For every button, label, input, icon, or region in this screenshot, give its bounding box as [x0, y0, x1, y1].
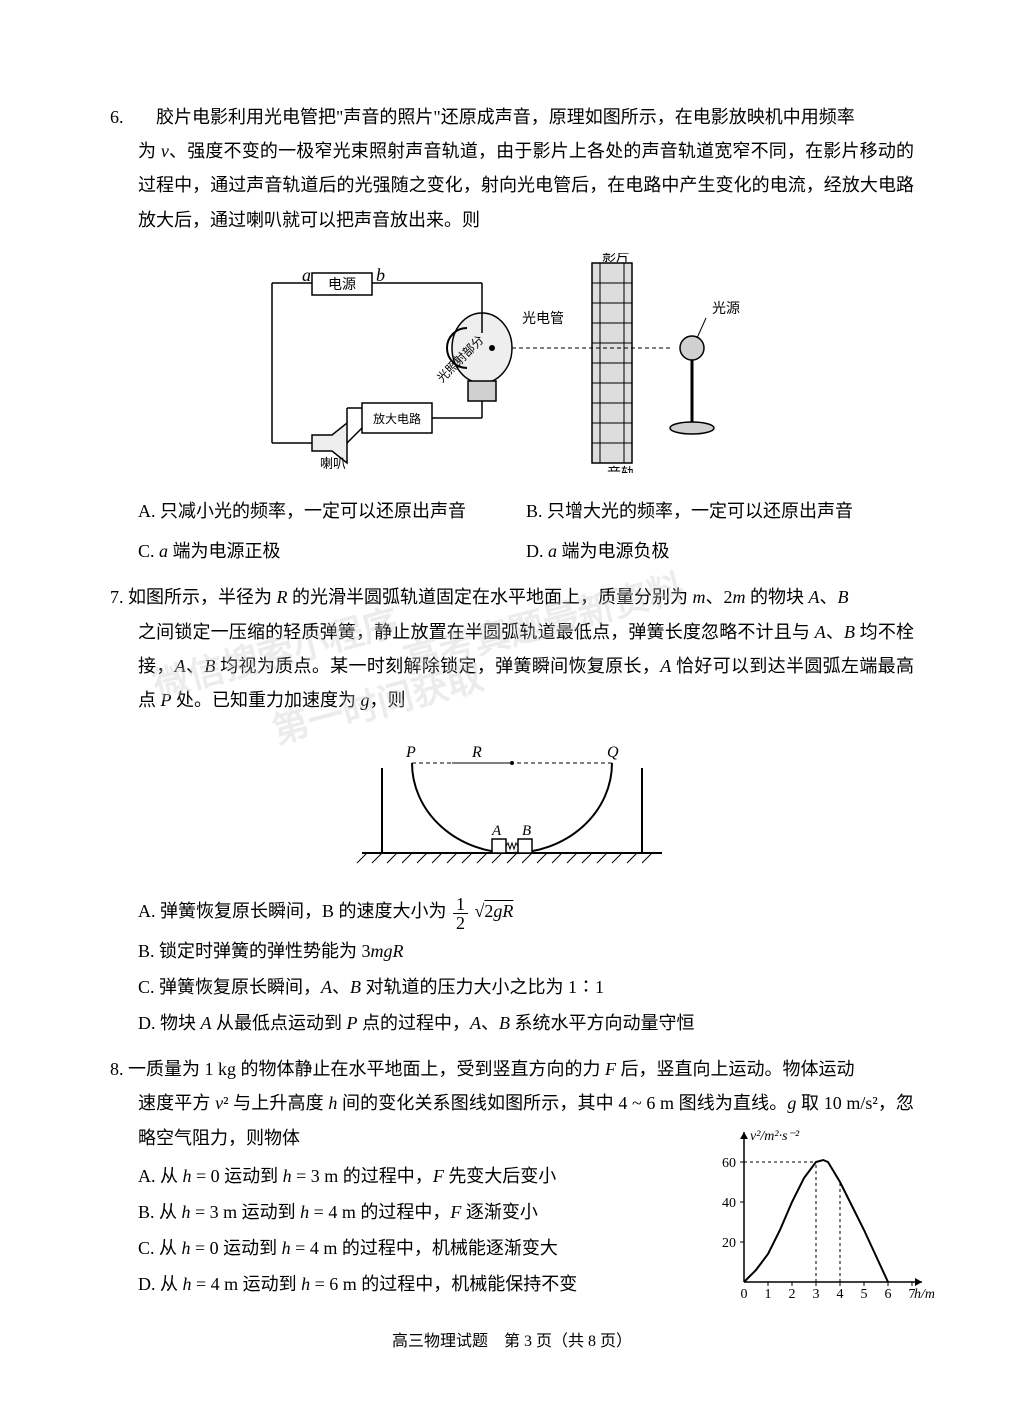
svg-text:h/m: h/m: [914, 1287, 934, 1302]
svg-text:0: 0: [741, 1287, 748, 1302]
page-footer: 高三物理试题 第 3 页（共 8 页）: [0, 1327, 1024, 1357]
label-fangda: 放大电路: [373, 411, 421, 426]
q6-number: 6.: [110, 107, 124, 127]
label-P: P: [405, 744, 416, 761]
label-yingpian: 影片: [602, 253, 630, 265]
q7-body: 之间锁定一压缩的轻质弹簧，静止放置在半圆弧轨道最低点，弹簧长度忽略不计且与 A、…: [110, 615, 914, 718]
q7-optD: D. 物块 A 从最低点运动到 P 点的过程中，A、B 系统水平方向动量守恒: [138, 1006, 914, 1040]
q6-options-2: C. a 端为电源正极 D. a 端为电源负极: [110, 534, 914, 568]
q7-optB: B. 锁定时弹簧的弹性势能为 3mgR: [138, 934, 914, 968]
question-7: 7. 如图所示，半径为 R 的光滑半圆弧轨道固定在水平地面上，质量分别为 m、2…: [110, 580, 914, 1040]
q6-optA: A. 只减小光的频率，一定可以还原出声音: [138, 494, 526, 528]
label-R: R: [471, 744, 482, 761]
label-yingui: 音轨: [607, 465, 635, 473]
svg-text:3: 3: [813, 1287, 820, 1302]
label-Q: Q: [607, 744, 619, 761]
q6-optC: C. a 端为电源正极: [138, 534, 526, 568]
svg-text:6: 6: [885, 1287, 892, 1302]
svg-text:1: 1: [765, 1287, 772, 1302]
question-8: 8. 一质量为 1 kg 的物体静止在水平地面上，受到竖直方向的力 F 后，竖直…: [110, 1052, 914, 1301]
q8-optC: C. 从 h = 0 运动到 h = 4 m 的过程中，机械能逐渐变大: [138, 1231, 580, 1265]
svg-text:20: 20: [722, 1236, 736, 1251]
q8-options: A. 从 h = 0 运动到 h = 3 m 的过程中，F 先变大后变小 B. …: [110, 1159, 580, 1302]
label-guangyuan: 光源: [712, 301, 740, 317]
svg-text:2: 2: [789, 1287, 796, 1302]
q7-text-inline: 如图所示，半径为 R 的光滑半圆弧轨道固定在水平地面上，质量分别为 m、2m 的…: [128, 587, 849, 607]
svg-text:5: 5: [861, 1287, 868, 1302]
question-6: 6. 胶片电影利用光电管把"声音的照片"还原成声音，原理如图所示，在电影放映机中…: [110, 100, 914, 568]
q6-options-1: A. 只减小光的频率，一定可以还原出声音 B. 只增大光的频率，一定可以还原出声…: [110, 494, 914, 528]
q7-options: A. 弹簧恢复原长瞬间，B 的速度大小为 12 √2gR B. 锁定时弹簧的弹性…: [110, 894, 914, 1040]
q6-body: 为 ν、强度不变的一极窄光束照射声音轨道，由于影片上各处的声音轨道宽窄不同，在影…: [110, 134, 914, 237]
q7-optC: C. 弹簧恢复原长瞬间，A、B 对轨道的压力大小之比为 1∶1: [138, 970, 914, 1004]
q7-number: 7.: [110, 587, 124, 607]
q6-figure: 电源 a b 喇叭 放大电路 光电管 光照射部分: [110, 253, 914, 484]
q8-optB: B. 从 h = 3 m 运动到 h = 4 m 的过程中，F 逐渐变小: [138, 1195, 580, 1229]
label-A: A: [491, 823, 502, 839]
label-gdg: 光电管: [522, 311, 564, 327]
label-b: b: [376, 265, 385, 285]
label-laba: 喇叭: [320, 456, 346, 471]
svg-text:40: 40: [722, 1196, 736, 1211]
svg-text:60: 60: [722, 1156, 736, 1171]
q6-text: 胶片电影利用光电管把"声音的照片"还原成声音，原理如图所示，在电影放映机中用频率: [128, 107, 855, 127]
q8-number: 8.: [110, 1059, 124, 1079]
label-B: B: [522, 823, 531, 839]
q8-text-inline: 一质量为 1 kg 的物体静止在水平地面上，受到竖直方向的力 F 后，竖直向上运…: [128, 1059, 855, 1079]
q8-optA: A. 从 h = 0 运动到 h = 3 m 的过程中，F 先变大后变小: [138, 1159, 580, 1193]
svg-text:4: 4: [837, 1287, 844, 1302]
label-a: a: [302, 265, 311, 285]
q6-optB: B. 只增大光的频率，一定可以还原出声音: [526, 494, 914, 528]
label-dianyuan: 电源: [328, 277, 356, 293]
q8-optD: D. 从 h = 4 m 运动到 h = 6 m 的过程中，机械能保持不变: [138, 1267, 580, 1301]
svg-text:v²/m²·s⁻²: v²/m²·s⁻²: [750, 1129, 800, 1144]
q6-optD: D. a 端为电源负极: [526, 534, 914, 568]
q7-figure: P Q R A B: [110, 733, 914, 884]
q8-chart: 01234567204060h/mv²/m²·s⁻²: [704, 1122, 934, 1323]
q7-optA: A. 弹簧恢复原长瞬间，B 的速度大小为 12 √2gR: [138, 894, 914, 931]
